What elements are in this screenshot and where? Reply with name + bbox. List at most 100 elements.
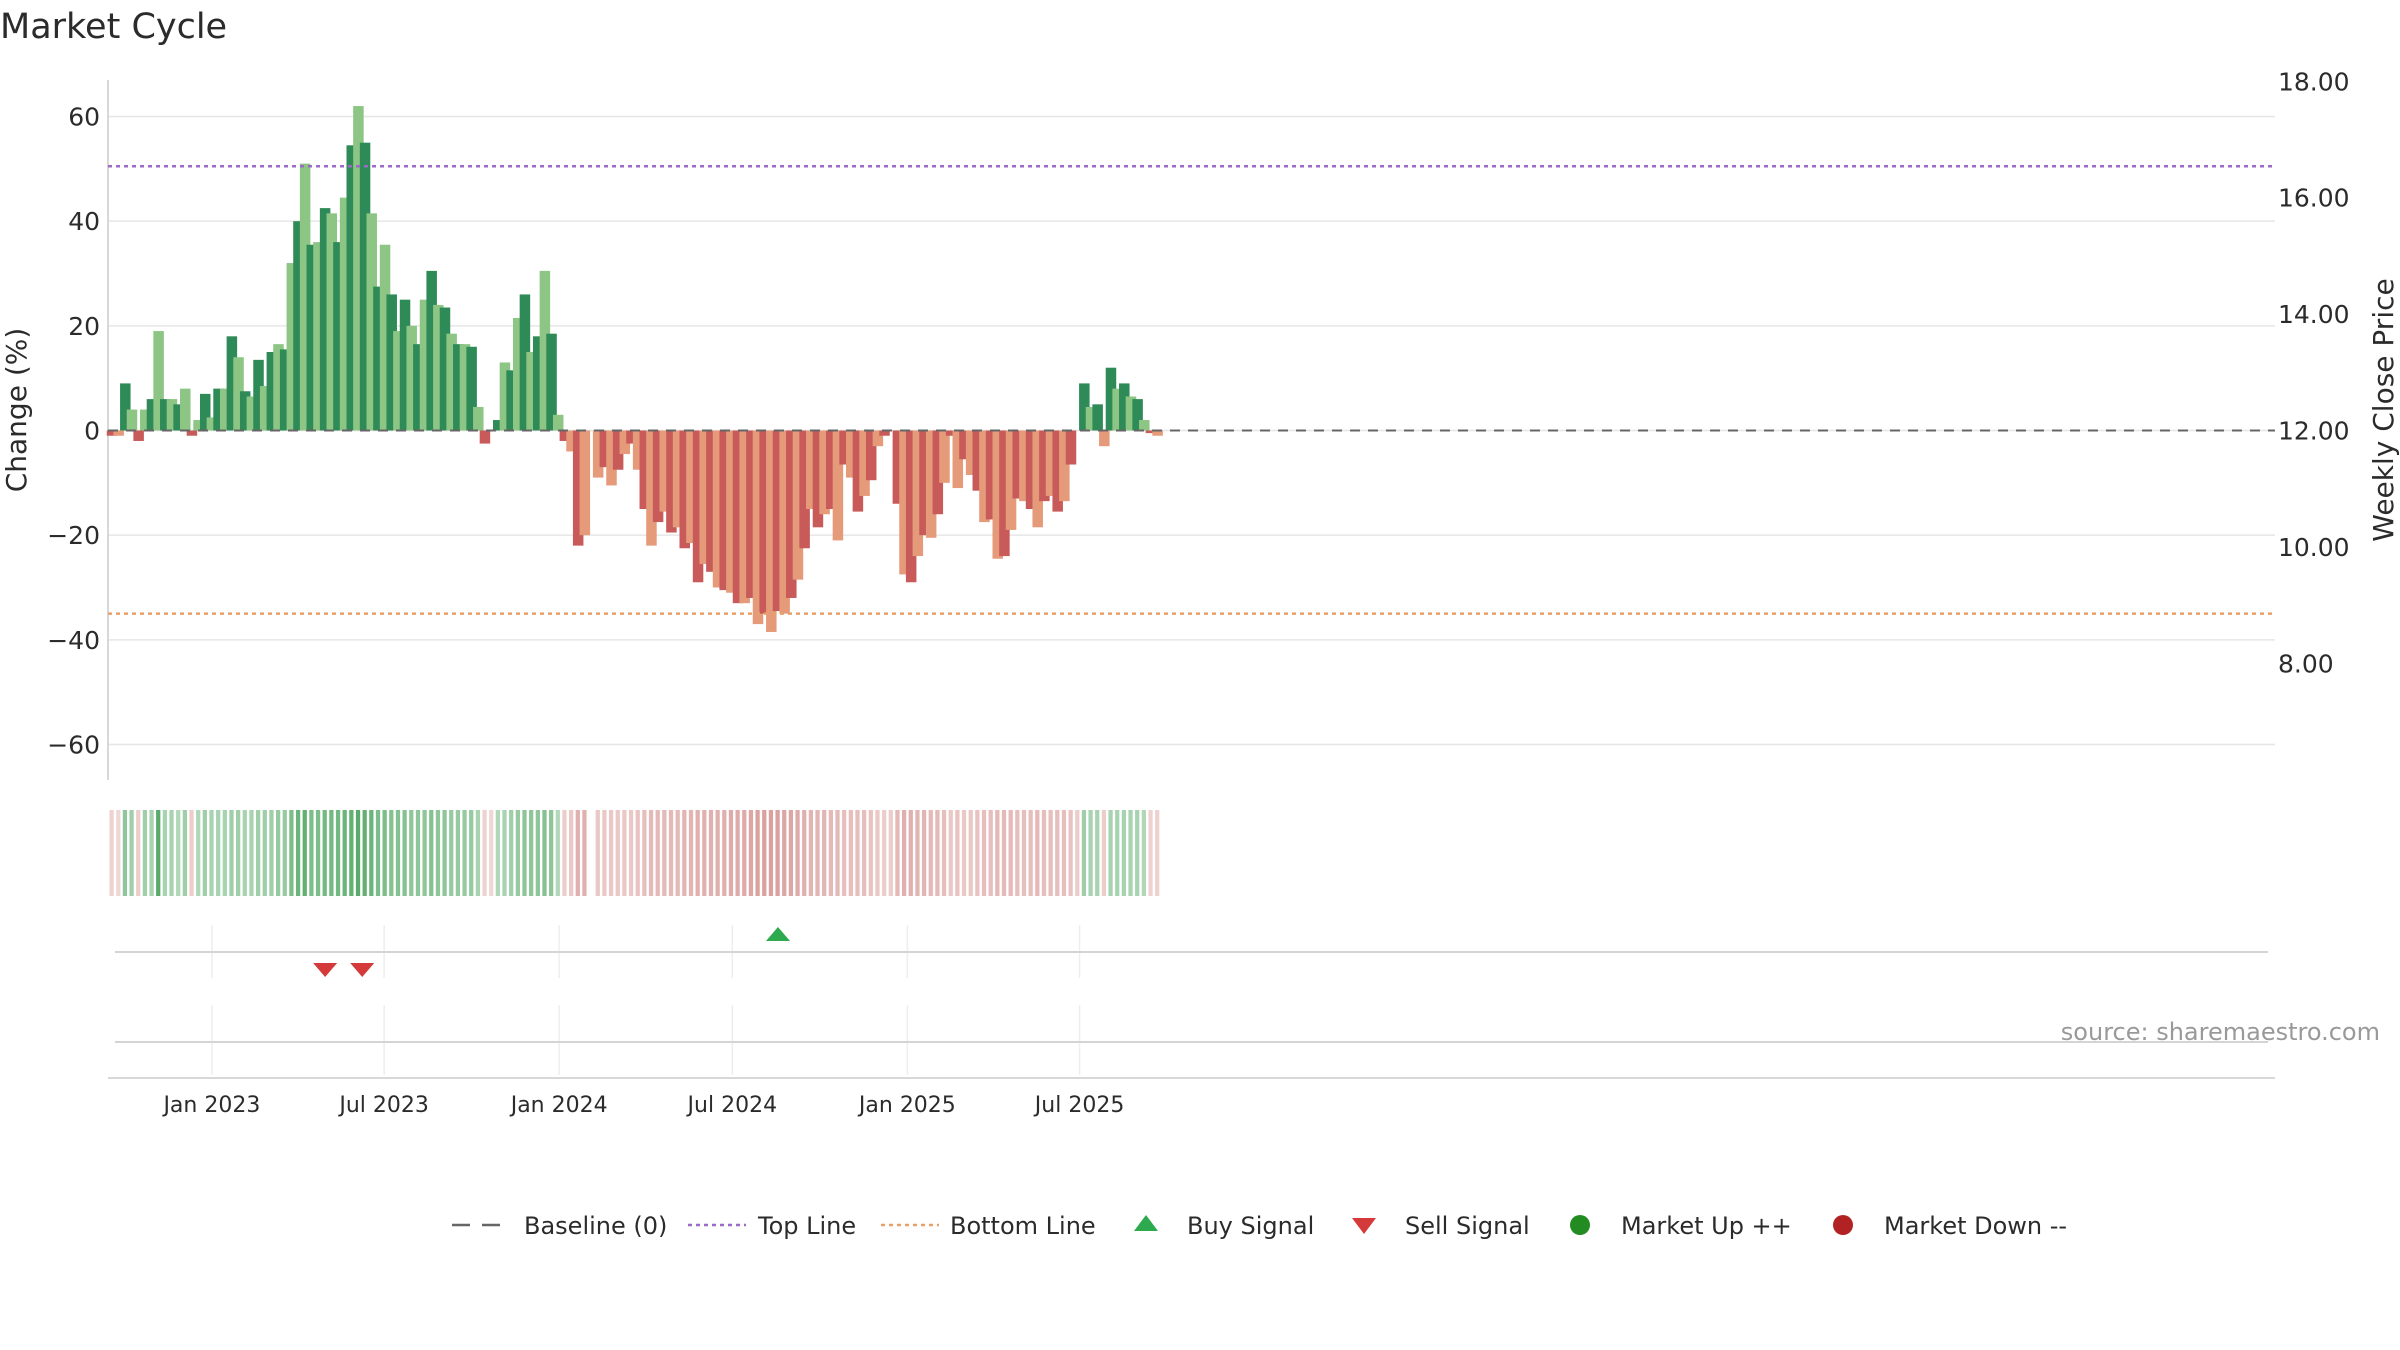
bar <box>433 304 444 431</box>
bar <box>1025 430 1037 509</box>
strength-cell <box>1108 810 1113 896</box>
bar <box>872 430 884 447</box>
bar <box>319 208 331 431</box>
bar <box>672 430 684 528</box>
strength-cell <box>549 810 554 896</box>
bar <box>180 388 191 431</box>
strength-cell <box>242 810 247 896</box>
bar <box>273 344 284 431</box>
strength-cell <box>116 810 121 896</box>
strength-cell <box>535 810 540 896</box>
bar <box>1105 367 1117 431</box>
strength-cell <box>502 810 507 896</box>
strength-cell <box>795 810 800 896</box>
bar <box>706 430 717 572</box>
bar <box>219 388 231 431</box>
bar <box>972 430 984 491</box>
y-tick-label: 20 <box>68 312 100 341</box>
bar <box>506 370 517 431</box>
bar <box>246 396 258 431</box>
bar <box>539 270 551 431</box>
bar <box>719 430 730 591</box>
strength-cell <box>1088 810 1093 896</box>
bar <box>353 106 364 431</box>
bar <box>859 430 870 496</box>
bar <box>752 430 764 625</box>
strength-cell <box>529 810 534 896</box>
strength-cell <box>648 810 654 896</box>
bar <box>1052 430 1063 512</box>
bar <box>399 299 411 431</box>
strength-cell <box>1028 810 1033 896</box>
bar <box>499 362 511 431</box>
bar <box>839 430 850 465</box>
bar <box>199 393 211 431</box>
strength-cell <box>728 810 734 896</box>
strength-cell <box>495 810 500 896</box>
bar <box>632 430 644 470</box>
strength-cell <box>575 810 580 896</box>
strength-cell <box>802 810 807 896</box>
x-tick-label: Jan 2025 <box>857 1093 956 1118</box>
bar <box>1085 406 1097 431</box>
strength-cell <box>775 810 780 896</box>
strength-cell <box>1075 810 1080 896</box>
bar <box>552 414 564 431</box>
strength-cell <box>176 810 181 896</box>
bar <box>832 430 844 541</box>
bar <box>166 399 178 431</box>
strength-cell <box>542 810 547 896</box>
sell-signal-marker <box>350 963 375 977</box>
bar <box>1045 430 1057 496</box>
strength-cell <box>848 810 853 896</box>
legend-marker-circle <box>1833 1215 1853 1235</box>
bar <box>592 430 604 478</box>
y-tick-label: −60 <box>47 730 100 759</box>
strength-cell <box>842 810 847 896</box>
source-text: source: sharemaestro.com <box>2061 1018 2380 1046</box>
bar <box>326 213 338 431</box>
strength-cell <box>1041 810 1047 896</box>
strength-cell <box>582 810 587 896</box>
bar <box>892 430 904 504</box>
strength-cell <box>722 810 727 896</box>
y-tick-label: 40 <box>68 207 100 236</box>
strength-cell <box>515 810 520 896</box>
strength-cell <box>1155 810 1160 896</box>
bar <box>413 344 424 431</box>
bar <box>239 391 251 431</box>
bar <box>1059 430 1070 502</box>
strength-cell <box>209 810 214 896</box>
strength-cell <box>462 810 467 896</box>
strength-cell <box>1035 810 1040 896</box>
strength-cell <box>748 810 754 896</box>
bar <box>493 420 504 431</box>
strength-cell <box>295 810 301 896</box>
strength-cell <box>895 810 900 896</box>
strength-cell <box>1101 810 1107 896</box>
strength-cell <box>149 810 154 896</box>
bar <box>1139 420 1150 431</box>
strength-cell <box>315 810 321 896</box>
strength-cell <box>142 810 148 896</box>
strength-cell <box>1061 810 1067 896</box>
strength-cell <box>555 810 560 896</box>
legend-marker-circle <box>1570 1215 1590 1235</box>
strength-cell <box>915 810 920 896</box>
x-tick-label: Jul 2024 <box>686 1093 778 1118</box>
bar <box>259 386 271 431</box>
strength-cell <box>395 810 401 896</box>
legend-label: Bottom Line <box>950 1212 1096 1240</box>
strength-cell <box>355 810 361 896</box>
x-tick-label: Jul 2023 <box>337 1093 429 1118</box>
bar <box>579 430 591 536</box>
bar <box>845 430 857 478</box>
strength-cell <box>322 810 327 896</box>
strength-cell <box>888 810 893 896</box>
bar <box>106 430 118 436</box>
strength-cell <box>808 810 814 896</box>
strength-cell <box>995 810 1000 896</box>
strength-cell <box>1135 810 1140 896</box>
bar <box>912 430 924 557</box>
bar <box>699 430 710 564</box>
